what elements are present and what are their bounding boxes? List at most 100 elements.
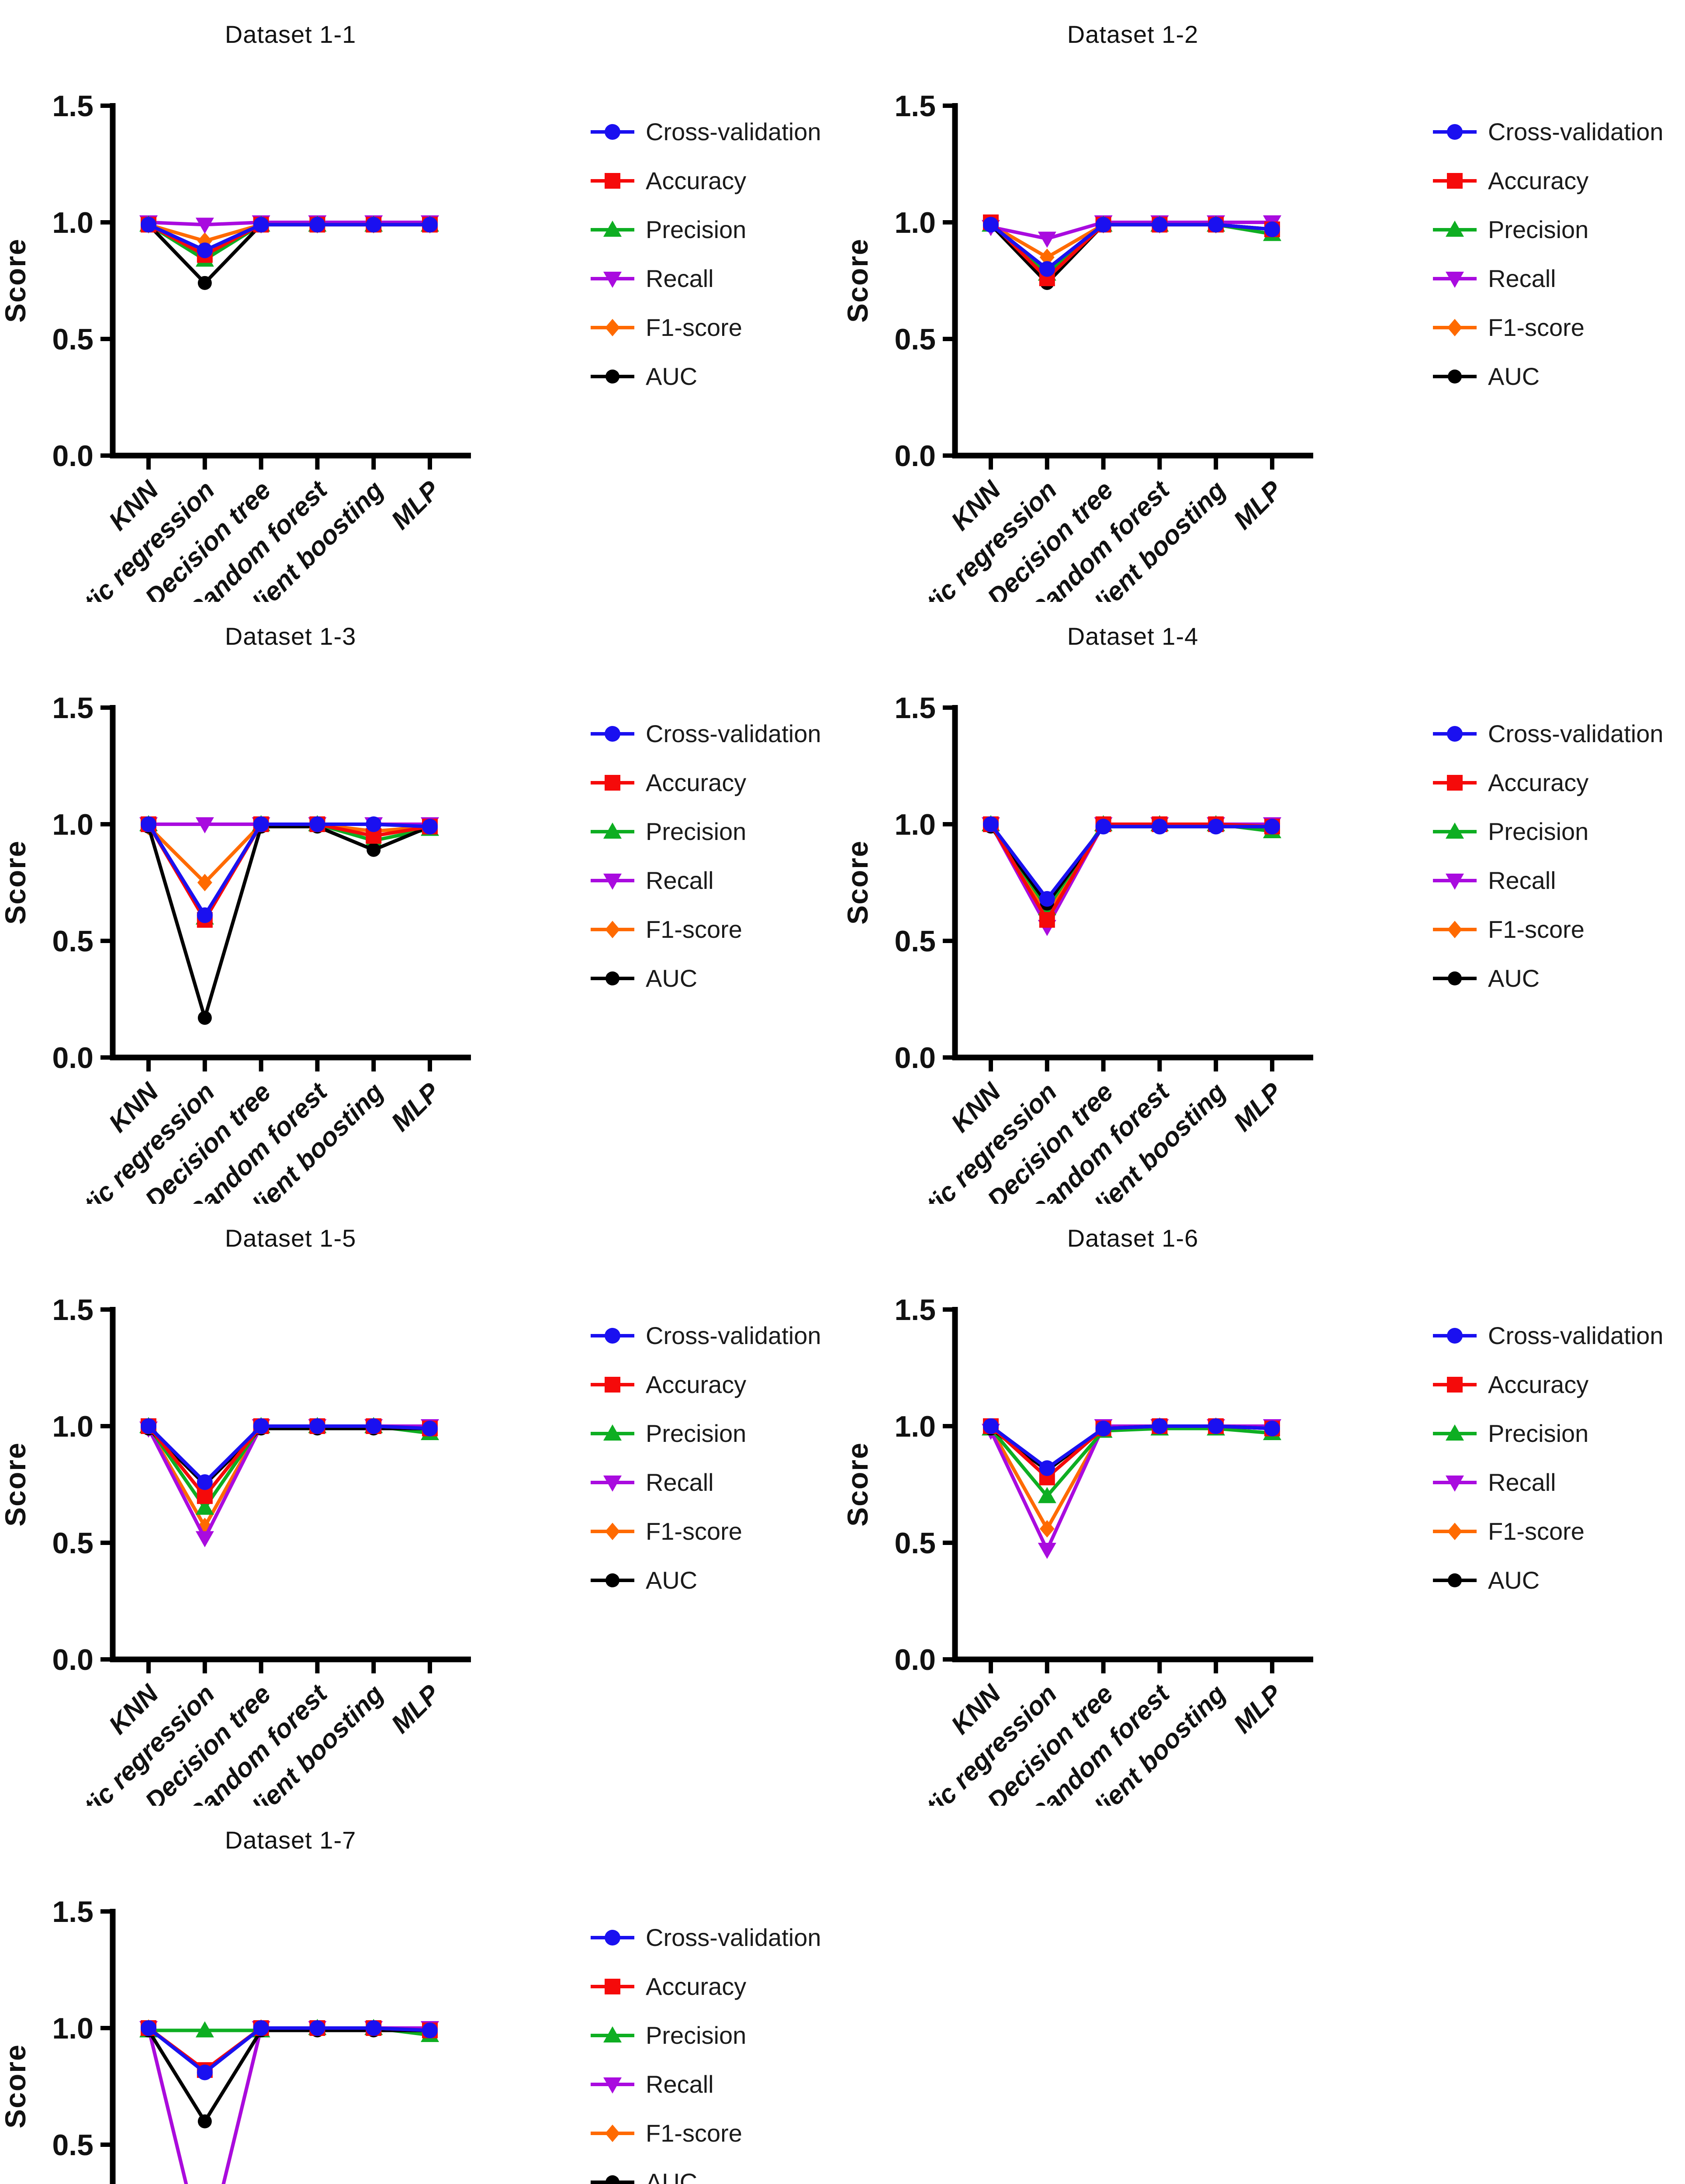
chart-dataset-1-5: Dataset 1-5Score0.00.51.01.5KNNLogistic … [0,1224,821,1806]
y-tick-label: 1.0 [52,206,93,239]
y-tick-label: 1.0 [52,808,93,841]
series-layer [139,2019,439,2184]
chart-dataset-1-1: Dataset 1-1Score0.00.51.01.5KNNLogistic … [0,21,821,602]
y-axis-label: Score [0,840,31,924]
chart-title: Dataset 1-2 [1067,21,1199,48]
data-point-marker [1208,1418,1224,1434]
legend-item-cross-validation: Cross-validation [591,720,821,747]
series-f1-score [141,2019,437,2184]
data-point-marker [605,1523,620,1540]
legend-item-auc: AUC [591,964,697,992]
y-tick-label: 0.5 [894,925,936,958]
data-point-marker [603,1476,622,1492]
chart-cell-4: Dataset 1-4 Score 0.0 0.5 1.0 1.5 KNN Logistic … [842,602,1685,1204]
data-point-marker [309,816,325,832]
data-point-marker [195,817,214,833]
series-line [148,223,430,252]
legend-item-precision: Precision [1433,1420,1588,1447]
chart-title: Dataset 1-7 [225,1826,356,1854]
legend-item-precision: Precision [591,1420,746,1447]
series-recall [982,215,1281,248]
data-point-marker [197,1474,213,1490]
data-point-marker [1039,261,1055,277]
data-point-marker [1264,221,1280,238]
legend-label: F1-score [1488,314,1585,341]
series-layer [139,215,439,290]
data-point-marker [1038,1543,1056,1559]
y-tick-label: 1.5 [52,1293,93,1327]
data-point-marker [605,1377,620,1393]
legend-item-f1-score: F1-score [591,1517,742,1545]
legend-label: Recall [646,867,714,894]
legend: Cross-validation Accuracy Precision Recall F… [1433,1322,1664,1594]
data-point-marker [605,173,620,189]
legend-item-cross-validation: Cross-validation [591,118,821,145]
data-point-marker [422,217,438,233]
data-point-marker [605,2175,619,2184]
legend-label: F1-score [1488,1517,1585,1545]
data-point-marker [603,1424,622,1441]
legend-label: Cross-validation [646,118,821,145]
data-point-marker [197,1488,213,1504]
legend-item-cross-validation: Cross-validation [1433,720,1664,747]
data-point-marker [1447,1377,1463,1393]
data-point-marker [1446,1476,1464,1492]
data-point-marker [605,2125,620,2142]
series-accuracy [141,816,438,928]
legend: Cross-validation Accuracy Precision Recall F… [591,118,821,390]
legend-item-f1-score: F1-score [1433,314,1585,341]
data-point-marker [141,816,156,832]
legend-label: Accuracy [1488,1371,1588,1398]
data-point-marker [1039,1460,1055,1476]
legend-item-precision: Precision [591,2022,746,2049]
legend-label: Precision [646,818,746,845]
data-point-marker [1039,891,1055,907]
legend-item-precision: Precision [591,818,746,845]
chart-title: Dataset 1-4 [1067,622,1199,650]
series-line [147,1424,430,1542]
series-line [147,2026,430,2184]
series-auc [142,218,437,290]
legend-item-accuracy: Accuracy [591,1371,746,1398]
data-point-marker [195,1531,214,1548]
data-point-marker [197,276,212,290]
data-point-marker [1446,822,1464,839]
data-point-marker [253,1418,269,1434]
legend-label: F1-score [646,2119,742,2147]
legend-label: Precision [646,216,746,243]
legend-item-recall: Recall [1433,867,1556,894]
y-tick-label: 1.0 [52,1410,93,1443]
axes [943,103,1313,470]
data-point-marker [605,124,620,140]
legend-label: AUC [646,1566,697,1594]
series-line [989,1424,1272,1554]
legend-label: F1-score [646,1517,742,1545]
legend-label: Recall [646,2070,714,2098]
series-cross-validation [983,1418,1280,1476]
series-line [147,2026,430,2073]
y-tick-label: 1.0 [894,1410,936,1443]
legend-label: Cross-validation [1488,1322,1664,1349]
legend-item-recall: Recall [591,265,714,292]
data-point-marker [1152,819,1168,835]
series-line [990,223,1273,286]
chart-cell-2: Dataset 1-2 Score 0.0 0.5 1.0 1.5 KNN Logistic … [842,0,1685,602]
data-point-marker [1446,221,1464,237]
data-point-marker [1447,921,1462,938]
data-point-marker [1208,217,1224,233]
legend-label: AUC [1488,964,1540,992]
y-tick-label: 0.5 [894,323,936,356]
data-point-marker [605,726,620,742]
chart-dataset-1-6: Dataset 1-6Score0.00.51.01.5KNNLogistic … [842,1224,1664,1806]
y-tick-label: 1.5 [52,691,93,725]
data-point-marker [603,2026,622,2042]
series-line [147,2026,430,2075]
series-f1-score [983,1417,1280,1538]
data-point-marker [1152,1418,1168,1434]
data-point-marker [1448,370,1462,384]
legend-label: F1-score [646,314,742,341]
y-tick-label: 0.5 [52,1527,93,1560]
y-tick-label: 0.0 [894,439,936,473]
legend-label: F1-score [1488,916,1585,943]
data-point-marker [367,843,381,857]
